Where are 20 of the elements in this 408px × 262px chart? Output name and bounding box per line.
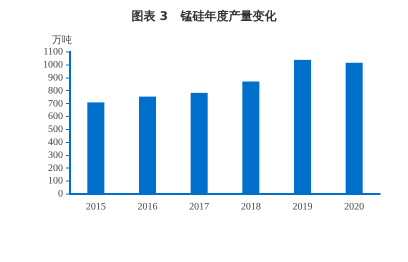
x-tick-label: 2019 — [292, 202, 312, 213]
y-tick-label: 1000 — [43, 60, 63, 71]
y-tick-label: 500 — [48, 124, 63, 136]
y-tick-label: 600 — [48, 111, 63, 122]
y-tick-label: 100 — [48, 176, 63, 187]
y-tick-label: 900 — [48, 72, 63, 84]
y-tick-label: 700 — [48, 98, 63, 110]
y-tick-label: 800 — [48, 85, 63, 96]
y-axis-title: 万吨 — [52, 34, 72, 47]
y-tick-label: 1100 — [43, 46, 63, 58]
y-tick-label: 0 — [58, 188, 63, 200]
y-tick-label: 200 — [48, 162, 63, 174]
x-tick-label: 2017 — [189, 202, 210, 213]
chart-title: 图表 3 锰硅年度产量变化 — [130, 8, 278, 25]
x-tick-label: 2020 — [344, 202, 364, 213]
x-tick-label: 2016 — [138, 202, 158, 213]
y-tick-label: 400 — [48, 136, 63, 148]
x-tick-label: 2015 — [86, 202, 106, 213]
y-tick-label: 300 — [48, 150, 63, 161]
x-tick-label: 2018 — [240, 202, 261, 213]
